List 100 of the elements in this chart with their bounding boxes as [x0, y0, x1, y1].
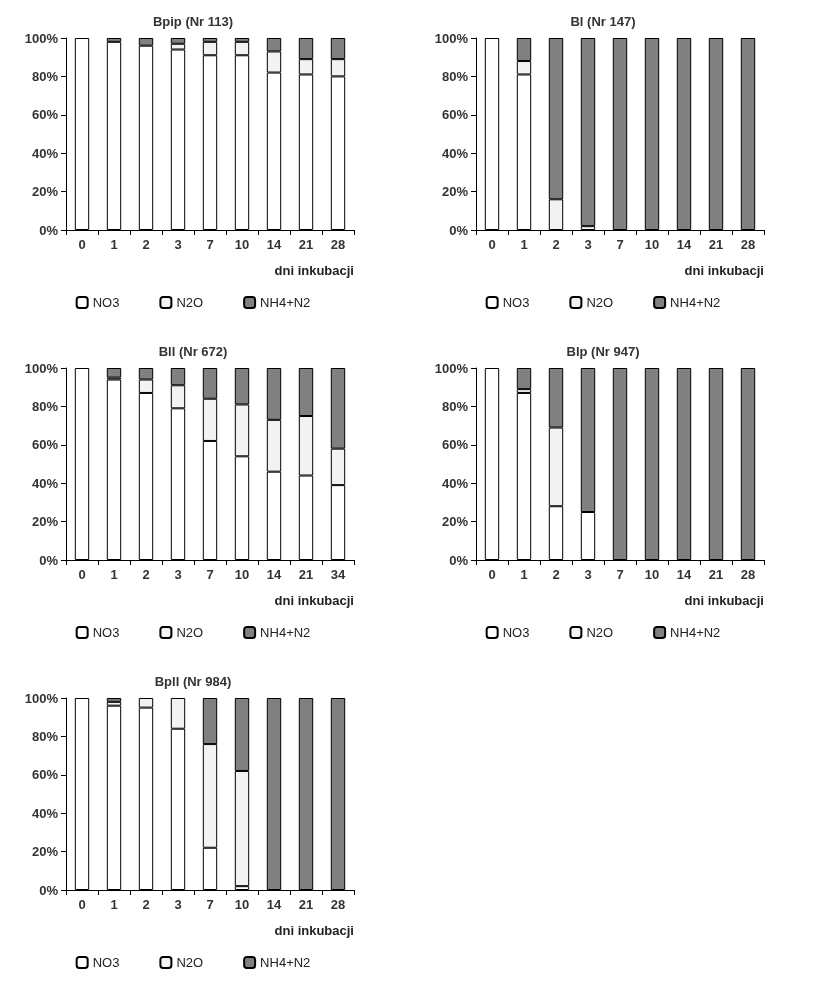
x-tick-label: 10 [234, 567, 250, 582]
bar [580, 38, 596, 227]
chart-title: Bpll (Nr 984) [154, 674, 232, 689]
legend-label: NO3 [92, 625, 120, 640]
x-tick-label: 14 [266, 897, 282, 912]
y-tick-label: 80% [441, 68, 469, 84]
y-tick-label: 60% [31, 107, 59, 123]
x-tick-label: 7 [206, 237, 214, 252]
x-tick-label: 2 [142, 897, 150, 912]
bar [106, 368, 122, 378]
y-tick-label: 20% [31, 184, 59, 200]
x-tick-label: 7 [206, 897, 214, 912]
x-tick-label: 34 [330, 567, 346, 582]
y-tick-label: 100% [24, 690, 59, 706]
y-tick-label: 80% [31, 68, 59, 84]
x-tick-label: 21 [298, 237, 314, 252]
legend-label: N2O [176, 295, 204, 310]
x-tick-label: 21 [298, 897, 314, 912]
x-tick-label: 21 [708, 237, 724, 252]
x-tick-label: 28 [330, 237, 346, 252]
x-tick-label: 3 [584, 567, 592, 582]
y-tick-label: 20% [441, 514, 469, 530]
x-tick-label: 1 [110, 237, 118, 252]
y-tick-label: 60% [31, 767, 59, 783]
x-tick-label: 21 [708, 567, 724, 582]
x-tick-label: 21 [298, 567, 314, 582]
bar [106, 698, 122, 702]
x-axis-title: dni inkubacji [684, 593, 764, 608]
legend-label: N2O [586, 625, 614, 640]
legend-label: NH4+N2 [670, 295, 721, 310]
y-tick-label: 40% [441, 475, 469, 491]
x-tick-label: 2 [552, 237, 560, 252]
x-tick-label: 0 [78, 237, 86, 252]
y-tick-label: 0% [39, 882, 59, 898]
chart-title: Bll (Nr 672) [158, 344, 228, 359]
x-axis-title: dni inkubacji [274, 923, 354, 938]
x-tick-label: 3 [174, 897, 182, 912]
x-tick-label: 14 [676, 237, 692, 252]
x-tick-label: 1 [110, 897, 118, 912]
y-tick-label: 100% [24, 360, 59, 376]
x-tick-label: 0 [488, 237, 496, 252]
y-tick-label: 80% [441, 398, 469, 414]
y-tick-label: 20% [31, 844, 59, 860]
y-tick-label: 100% [434, 30, 469, 46]
legend-label: N2O [586, 295, 614, 310]
x-tick-label: 10 [234, 237, 250, 252]
x-tick-label: 28 [740, 237, 756, 252]
legend-label: NH4+N2 [260, 625, 311, 640]
y-tick-label: 20% [441, 184, 469, 200]
chart-title: Blp (Nr 947) [566, 344, 640, 359]
x-tick-label: 28 [330, 897, 346, 912]
x-tick-label: 10 [234, 897, 250, 912]
y-tick-label: 0% [39, 222, 59, 238]
legend-label: N2O [176, 625, 204, 640]
x-tick-label: 3 [584, 237, 592, 252]
y-tick-label: 0% [449, 222, 469, 238]
x-tick-label: 1 [110, 567, 118, 582]
y-tick-label: 20% [31, 514, 59, 530]
y-tick-label: 60% [31, 437, 59, 453]
x-tick-label: 0 [78, 897, 86, 912]
x-tick-label: 1 [520, 237, 528, 252]
x-tick-label: 28 [740, 567, 756, 582]
legend-label: NH4+N2 [670, 625, 721, 640]
x-tick-label: 3 [174, 237, 182, 252]
x-tick-label: 0 [78, 567, 86, 582]
y-tick-label: 0% [39, 552, 59, 568]
legend-label: NO3 [92, 295, 120, 310]
y-tick-label: 60% [441, 437, 469, 453]
x-tick-label: 7 [616, 567, 624, 582]
x-tick-label: 10 [644, 567, 660, 582]
x-tick-label: 2 [142, 567, 150, 582]
chart-title: Bl (Nr 147) [570, 14, 636, 29]
legend-label: NO3 [92, 955, 120, 970]
x-tick-label: 3 [174, 567, 182, 582]
x-tick-label: 14 [676, 567, 692, 582]
x-tick-label: 7 [206, 567, 214, 582]
legend-label: NH4+N2 [260, 295, 311, 310]
y-tick-label: 100% [24, 30, 59, 46]
y-tick-label: 60% [441, 107, 469, 123]
y-tick-label: 40% [31, 805, 59, 821]
bar [516, 368, 532, 390]
x-tick-label: 0 [488, 567, 496, 582]
legend-label: N2O [176, 955, 204, 970]
y-tick-label: 100% [434, 360, 469, 376]
x-axis-title: dni inkubacji [684, 263, 764, 278]
legend-label: NO3 [502, 625, 530, 640]
legend-label: NH4+N2 [260, 955, 311, 970]
x-tick-label: 1 [520, 567, 528, 582]
y-tick-label: 40% [441, 145, 469, 161]
x-tick-label: 14 [266, 237, 282, 252]
x-axis-title: dni inkubacji [274, 263, 354, 278]
legend-label: NO3 [502, 295, 530, 310]
chart-title: Bpip (Nr 113) [152, 14, 234, 29]
x-tick-label: 2 [142, 237, 150, 252]
y-tick-label: 80% [31, 398, 59, 414]
x-tick-label: 2 [552, 567, 560, 582]
y-tick-label: 0% [449, 552, 469, 568]
x-axis-title: dni inkubacji [274, 593, 354, 608]
x-tick-label: 10 [644, 237, 660, 252]
x-tick-label: 14 [266, 567, 282, 582]
